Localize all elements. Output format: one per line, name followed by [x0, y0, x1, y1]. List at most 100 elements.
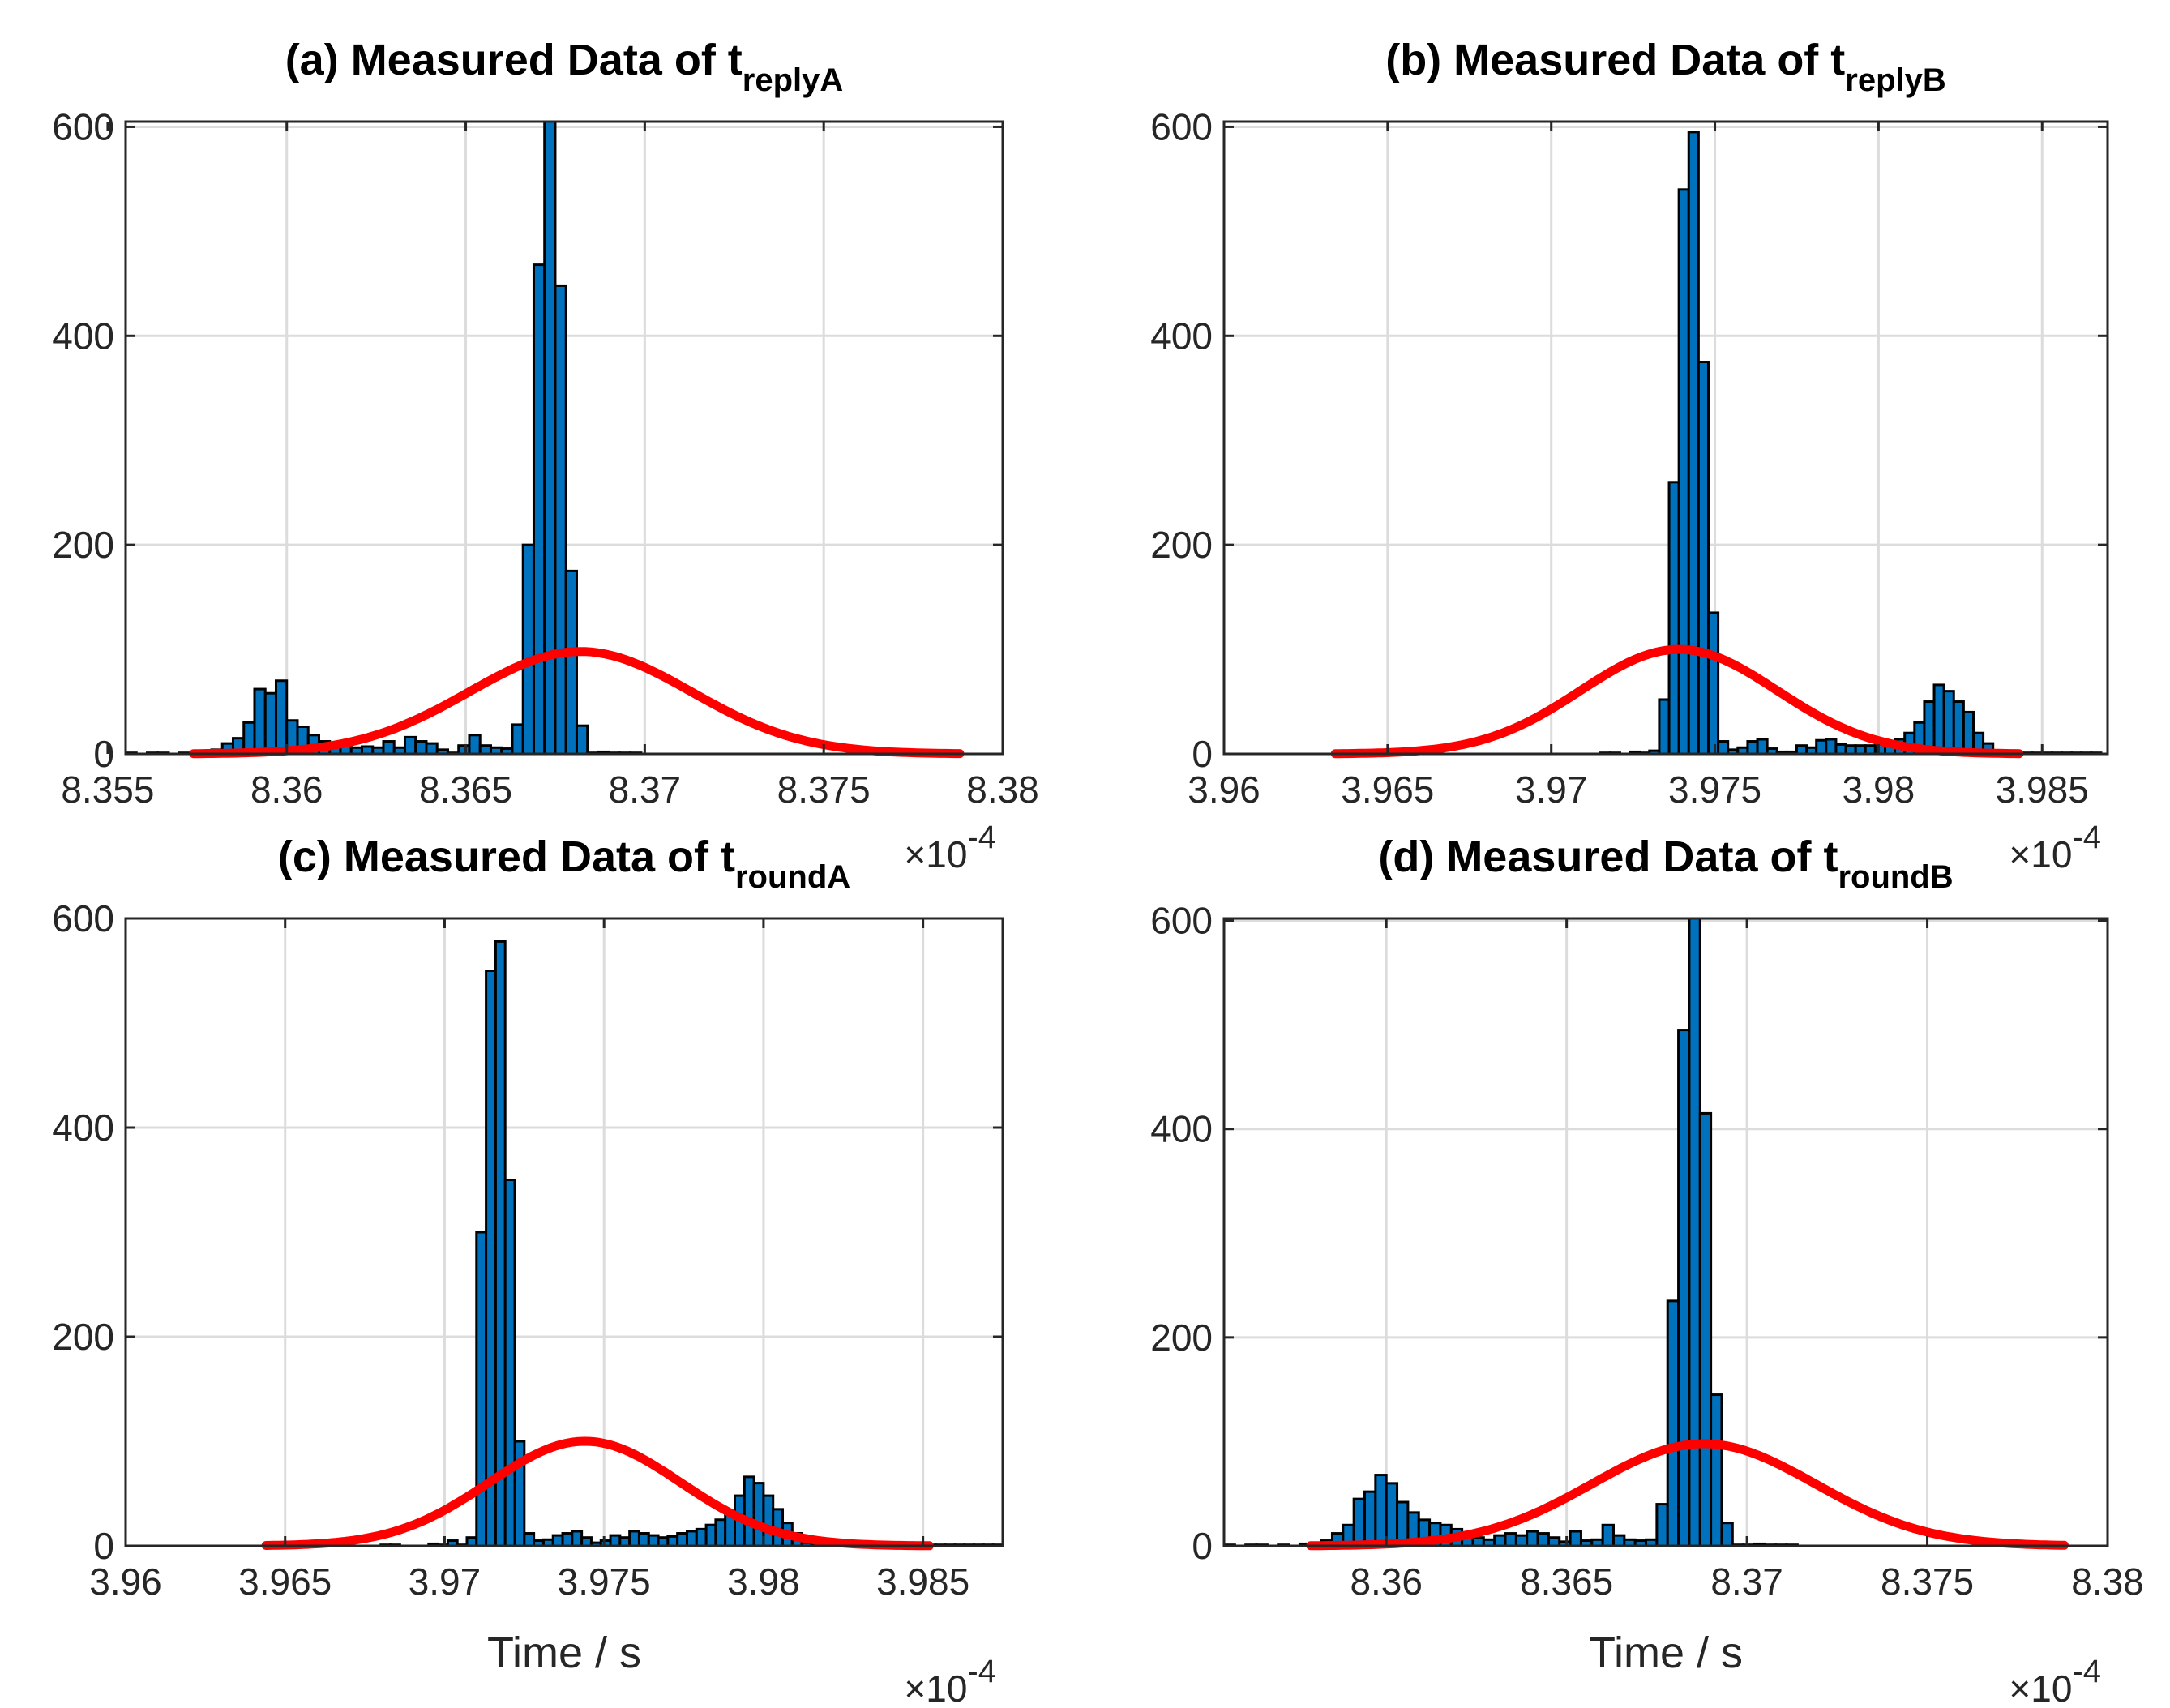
histogram-bar	[1795, 744, 1808, 756]
x-exponent-power: -4	[967, 1654, 996, 1689]
histogram-bar	[1504, 1532, 1517, 1547]
axes-frame	[124, 917, 1004, 1547]
histogram-bar	[511, 723, 524, 756]
chart-title-main: (a) Measured Data of t	[285, 36, 743, 84]
histogram-bar	[1569, 1530, 1582, 1547]
chart-title: (c) Measured Data of troundA	[278, 833, 850, 895]
y-tick-label: 400	[1150, 1108, 1213, 1150]
histogram-bar	[1698, 1111, 1713, 1547]
x-tick-label: 3.98	[727, 1560, 800, 1603]
histogram-bar	[382, 740, 396, 756]
x-tick-label: 3.96	[89, 1560, 162, 1603]
x-tick-label: 8.37	[1710, 1560, 1783, 1603]
chart-title-subscript: replyB	[1845, 62, 1946, 98]
y-tick-label: 0	[1192, 733, 1213, 775]
x-exponent-label: ×10-4	[2009, 820, 2101, 875]
histogram-bar	[647, 1534, 660, 1547]
x-tick-label: 8.38	[2071, 1560, 2144, 1603]
x-tick-label: 3.965	[238, 1560, 332, 1603]
histogram-bar	[657, 1536, 670, 1547]
histogram-bar	[1655, 1503, 1669, 1547]
histogram-bar	[1710, 1393, 1723, 1547]
histogram-bar	[1601, 1523, 1615, 1547]
histogram-bar	[478, 744, 492, 756]
x-exponent-base: ×10	[904, 1667, 967, 1708]
histogram-bars	[124, 120, 643, 756]
histogram-bar	[554, 284, 567, 756]
histogram-bar	[1942, 690, 1955, 756]
x-tick-label: 8.355	[61, 768, 154, 811]
histogram-bar	[676, 1532, 688, 1547]
histogram-bar	[618, 1536, 631, 1547]
chart-title-main: (b) Measured Data of t	[1385, 36, 1845, 84]
histogram-bar	[564, 569, 578, 756]
y-tick-label: 400	[52, 1107, 114, 1149]
gaussian-fit-curve	[261, 1436, 934, 1551]
y-tick-label: 600	[52, 897, 114, 940]
chart-title-subscript: roundB	[1838, 859, 1953, 895]
x-exponent-base: ×10	[904, 833, 967, 875]
histogram-bar	[521, 543, 535, 756]
histogram-bar	[494, 940, 507, 1547]
x-tick-label: 8.36	[250, 768, 323, 811]
histogram-bar	[1374, 1474, 1388, 1547]
histogram-bar	[1667, 481, 1680, 756]
subplot-c: 3.96 3.965 3.97 3.975 3.98 3.985 0 200 400 600 ×10…	[52, 833, 1004, 1708]
x-axis-label: Time / s	[487, 1629, 641, 1677]
gaussian-fit-curve	[189, 647, 965, 759]
chart-title-subscript: roundA	[735, 859, 850, 895]
histogram-bar	[1687, 131, 1700, 756]
histogram-bar	[561, 1532, 574, 1547]
histogram-bar	[1720, 1522, 1734, 1547]
y-tick-label: 200	[1150, 1316, 1213, 1359]
histogram-bar	[1514, 1534, 1529, 1547]
x-tick-label: 8.365	[419, 768, 512, 811]
x-tick-label: 3.98	[1843, 768, 1915, 811]
y-tick-label: 600	[52, 105, 114, 148]
histogram-bar	[1932, 683, 1945, 756]
histogram-bar	[1697, 361, 1710, 756]
histogram-bar	[1677, 188, 1690, 756]
y-tick-label: 0	[1192, 1525, 1213, 1567]
histogram-bar	[571, 1530, 584, 1547]
subplot-b: 3.96 3.965 3.97 3.975 3.98 3.985 0 200 400 600 ×10…	[1150, 36, 2109, 875]
histogram-bar	[1844, 744, 1857, 756]
histogram-bar	[637, 1532, 650, 1547]
histogram-bar	[1952, 700, 1965, 756]
axes-frame	[1222, 120, 2109, 756]
histogram-bar	[468, 734, 482, 756]
x-exponent-base: ×10	[2009, 833, 2072, 875]
histogram-bar	[1666, 1299, 1680, 1547]
x-tick-label: 3.97	[1515, 768, 1588, 811]
axes-frame	[124, 120, 1004, 756]
chart-title: (b) Measured Data of treplyB	[1385, 36, 1946, 98]
histogram-bar	[609, 1534, 622, 1547]
x-tick-label: 3.975	[558, 1560, 651, 1603]
x-exponent-base: ×10	[2009, 1667, 2072, 1708]
histogram-bar	[1825, 738, 1838, 756]
histogram-bar	[551, 1534, 564, 1547]
histogram-bar	[1658, 698, 1671, 756]
histogram-bar	[1611, 1534, 1626, 1547]
x-tick-label: 8.38	[966, 768, 1039, 811]
histogram-bar	[425, 742, 439, 756]
histogram-bar	[1677, 1029, 1691, 1547]
histogram-bar	[1493, 1534, 1507, 1547]
histogram-bar	[1363, 1490, 1377, 1547]
axes-frame	[1222, 917, 2109, 1547]
histogram-bar	[762, 1494, 775, 1547]
subplot-a: 8.355 8.36 8.365 8.37 8.375 8.38 0 200 400 600 ×10…	[52, 36, 1039, 875]
histogram-bar	[743, 1475, 755, 1547]
histogram-bar	[1746, 740, 1759, 756]
histogram-bar	[475, 1231, 488, 1547]
histogram-bar	[532, 263, 546, 756]
x-tick-label: 3.985	[876, 1560, 969, 1603]
histogram-bar	[1962, 710, 1975, 756]
histogram-bar	[503, 1179, 516, 1547]
y-tick-label: 200	[52, 524, 114, 566]
chart-title-main: (c) Measured Data of t	[278, 833, 735, 881]
histogram-bar	[752, 1482, 765, 1547]
subplot-d: 8.36 8.365 8.37 8.375 8.380200400600×10-4Tim…	[1150, 833, 2144, 1708]
chart-title-subscript: replyA	[743, 62, 844, 98]
